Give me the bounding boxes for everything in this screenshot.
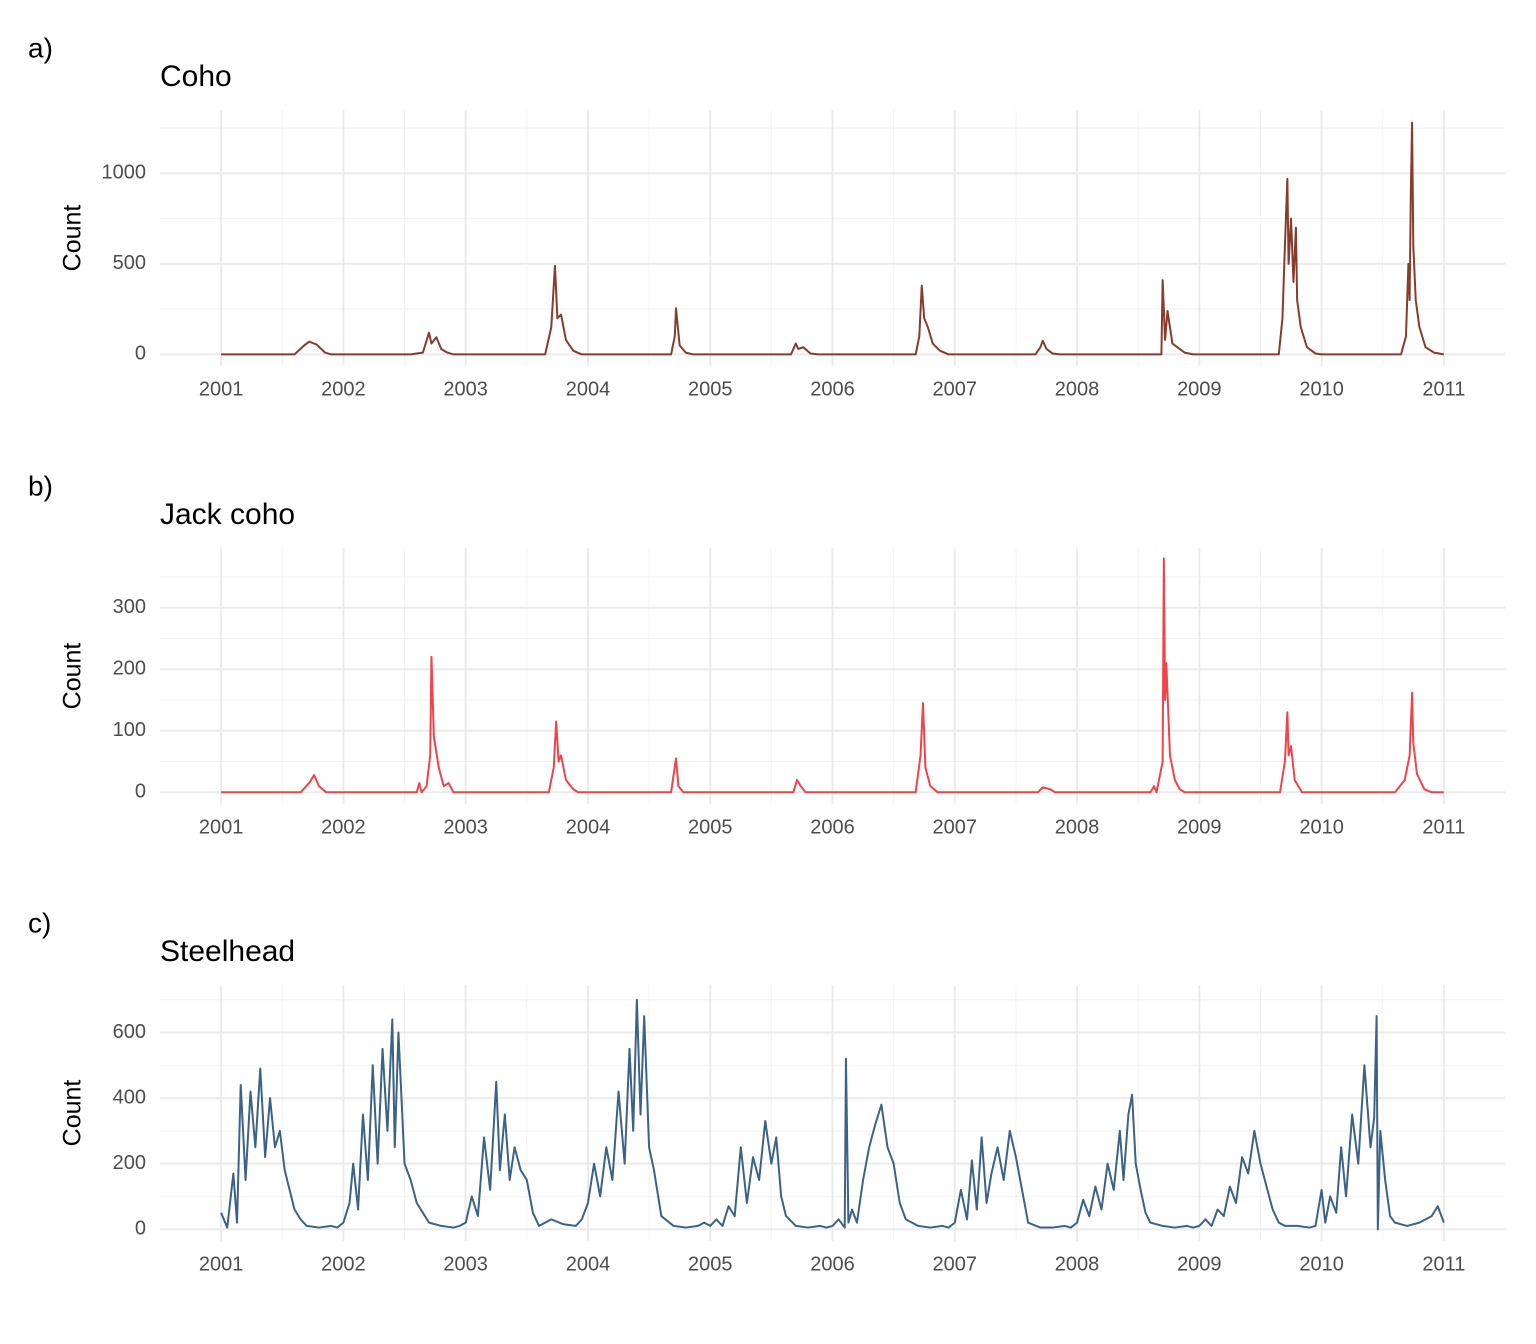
chart-title: Jack coho (160, 498, 295, 531)
x-tick-label: 2007 (933, 1253, 978, 1275)
y-tick-label: 100 (113, 719, 146, 741)
x-tick-label: 2005 (688, 816, 733, 838)
x-tick-label: 2001 (199, 1253, 244, 1275)
x-tick-label: 2004 (566, 1253, 611, 1275)
x-tick-label: 2006 (810, 1253, 855, 1275)
x-tick-label: 2009 (1177, 1253, 1222, 1275)
x-tick-label: 2008 (1055, 816, 1100, 838)
x-tick-label: 2008 (1055, 378, 1100, 400)
x-tick-label: 2005 (688, 1253, 733, 1275)
x-tick-label: 2002 (321, 816, 366, 838)
x-tick-label: 2004 (566, 816, 611, 838)
y-tick-label: 0 (135, 1217, 146, 1239)
data-line (220, 998, 1445, 1231)
x-tick-label: 2002 (321, 378, 366, 400)
x-tick-label: 2006 (810, 378, 855, 400)
panel-label: b) (28, 470, 53, 501)
x-tick-label: 2002 (321, 1253, 366, 1275)
x-tick-label: 2009 (1177, 378, 1222, 400)
x-tick-label: 2007 (933, 816, 978, 838)
y-tick-label: 200 (113, 658, 146, 680)
panel-label: c) (28, 907, 51, 938)
y-tick-label: 400 (113, 1086, 146, 1108)
x-tick-label: 2009 (1177, 816, 1222, 838)
x-tick-label: 2008 (1055, 1253, 1100, 1275)
y-axis-label: Count (59, 643, 87, 710)
data-line (221, 121, 1445, 356)
chart-title: Steelhead (160, 935, 295, 968)
x-tick-label: 2001 (199, 378, 244, 400)
panel-label: a) (28, 32, 53, 63)
x-tick-label: 2003 (443, 378, 488, 400)
y-tick-label: 300 (113, 596, 146, 618)
x-tick-label: 2003 (443, 816, 488, 838)
x-tick-label: 2003 (443, 1253, 488, 1275)
y-axis-label: Count (59, 205, 87, 272)
y-axis-label: Count (59, 1080, 87, 1147)
x-tick-label: 2011 (1422, 816, 1465, 838)
x-tick-label: 2010 (1299, 816, 1344, 838)
x-tick-label: 2010 (1299, 378, 1344, 400)
y-tick-label: 1000 (102, 162, 147, 184)
y-tick-label: 200 (113, 1152, 146, 1174)
y-tick-label: 0 (135, 343, 146, 365)
x-tick-label: 2011 (1422, 378, 1465, 400)
x-tick-label: 2011 (1422, 1253, 1465, 1275)
x-tick-label: 2010 (1299, 1253, 1344, 1275)
x-tick-label: 2005 (688, 378, 733, 400)
y-tick-label: 600 (113, 1021, 146, 1043)
data-line (221, 557, 1444, 794)
x-tick-label: 2001 (199, 816, 244, 838)
y-tick-label: 500 (113, 252, 146, 274)
chart-title: Coho (160, 60, 232, 93)
x-tick-label: 2007 (933, 378, 978, 400)
y-tick-label: 0 (135, 781, 146, 803)
x-tick-label: 2004 (566, 378, 611, 400)
x-tick-label: 2006 (810, 816, 855, 838)
